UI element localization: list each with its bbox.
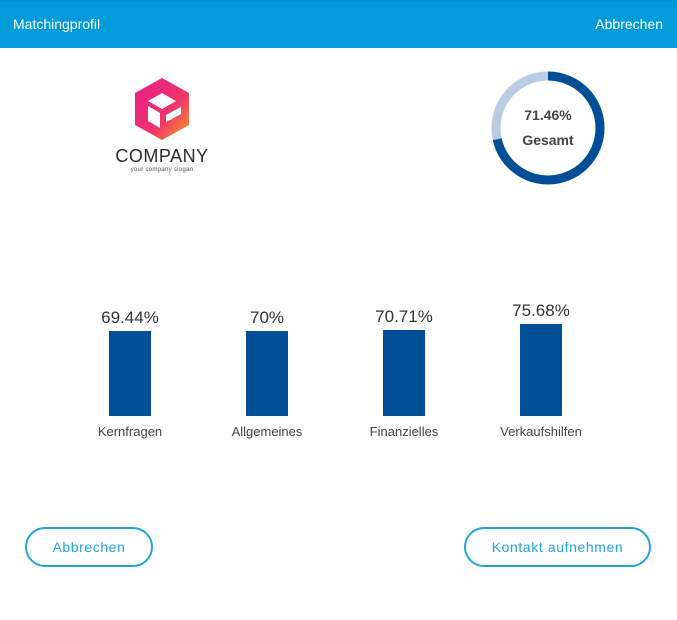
overall-score-value: 71.46% <box>524 107 572 123</box>
category-bar-chart: 69.44% Kernfragen 70% Allgemeines 70.71% Fina… <box>60 290 620 450</box>
donut-progress-ring <box>491 71 605 185</box>
bar-value-label: 70% <box>249 307 285 327</box>
contact-button[interactable]: Kontakt aufnehmen <box>464 527 651 567</box>
bar <box>520 323 562 416</box>
bar-value-label: 69.44% <box>101 308 159 328</box>
bar-category-label: Finanzielles <box>369 424 439 439</box>
logo-slogan: your company slogan <box>130 167 194 173</box>
bar-column: 70% Allgemeines <box>197 290 337 450</box>
hexagon-cube-logo-icon <box>135 78 189 140</box>
bar <box>383 329 425 416</box>
bar-value-label: 75.68% <box>512 300 570 320</box>
page-title: Matchingprofil <box>13 16 101 32</box>
bar-category-label: Verkaufshilfen <box>500 424 582 439</box>
overall-score-label: Gesamt <box>522 132 574 148</box>
overall-score-donut: 71.46% Gesamt <box>489 69 607 187</box>
bar-category-label: Kernfragen <box>97 424 163 439</box>
logo-company-name: COMPANY <box>115 146 209 166</box>
app-header: Matchingprofil Abbrechen <box>0 0 677 48</box>
company-logo: COMPANY your company slogan <box>104 76 220 176</box>
bar <box>246 330 288 416</box>
bar-category-label: Allgemeines <box>231 424 303 439</box>
cancel-button[interactable]: Abbrechen <box>25 527 153 567</box>
header-cancel-link[interactable]: Abbrechen <box>595 16 663 32</box>
bar-column: 70.71% Finanzielles <box>334 290 474 450</box>
bar-column: 75.68% Verkaufshilfen <box>471 290 611 450</box>
bar <box>109 331 151 416</box>
bar-column: 69.44% Kernfragen <box>60 290 200 450</box>
bar-value-label: 70.71% <box>375 306 433 326</box>
